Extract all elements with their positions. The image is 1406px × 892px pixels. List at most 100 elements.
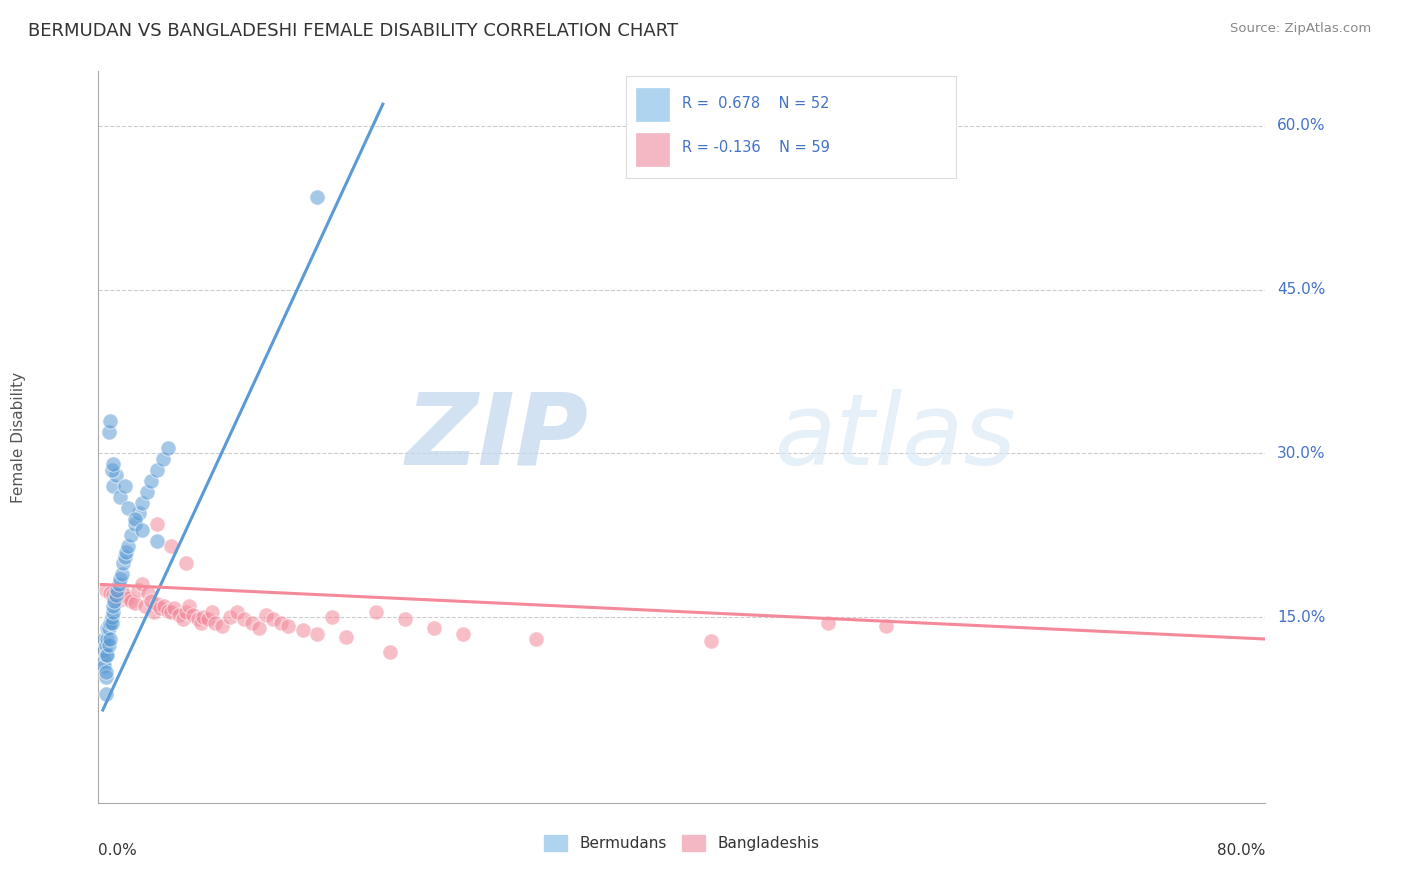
Point bbox=[524, 632, 547, 646]
Point bbox=[307, 626, 329, 640]
Point bbox=[131, 523, 153, 537]
Point bbox=[240, 615, 263, 630]
Point bbox=[817, 615, 839, 630]
Point bbox=[135, 484, 157, 499]
Point bbox=[134, 599, 156, 614]
Point bbox=[218, 610, 240, 624]
Point bbox=[157, 441, 180, 455]
Text: 30.0%: 30.0% bbox=[1277, 446, 1326, 461]
Point bbox=[124, 596, 146, 610]
Point bbox=[94, 648, 117, 663]
Point bbox=[174, 605, 197, 619]
Point bbox=[117, 539, 139, 553]
Point bbox=[115, 545, 138, 559]
Point bbox=[94, 582, 117, 597]
Point bbox=[96, 621, 118, 635]
Point bbox=[101, 605, 124, 619]
Point bbox=[98, 615, 121, 630]
Point bbox=[875, 619, 897, 633]
Point bbox=[277, 619, 299, 633]
Point bbox=[254, 607, 277, 622]
Point bbox=[139, 474, 162, 488]
Point bbox=[423, 621, 446, 635]
Point bbox=[97, 425, 120, 439]
Point bbox=[101, 588, 124, 602]
Point bbox=[451, 626, 474, 640]
Point bbox=[93, 659, 115, 673]
Point bbox=[114, 588, 136, 602]
Point bbox=[103, 594, 125, 608]
Point bbox=[104, 591, 127, 605]
Point bbox=[93, 632, 115, 646]
Point bbox=[131, 577, 153, 591]
Point bbox=[94, 670, 117, 684]
Point bbox=[98, 414, 121, 428]
Point bbox=[100, 610, 122, 624]
Point bbox=[112, 556, 135, 570]
Point bbox=[114, 479, 136, 493]
Text: R =  0.678    N = 52: R = 0.678 N = 52 bbox=[682, 96, 830, 111]
Point bbox=[146, 463, 169, 477]
Point bbox=[94, 687, 117, 701]
Legend: Bermudans, Bangladeshis: Bermudans, Bangladeshis bbox=[538, 830, 825, 857]
Point bbox=[181, 607, 204, 622]
Point bbox=[117, 501, 139, 516]
Point bbox=[262, 612, 284, 626]
Point bbox=[174, 556, 197, 570]
Point bbox=[193, 610, 215, 624]
FancyBboxPatch shape bbox=[636, 133, 669, 166]
Point bbox=[105, 582, 128, 597]
Point bbox=[197, 612, 219, 626]
Text: ZIP: ZIP bbox=[405, 389, 589, 485]
Point bbox=[190, 615, 212, 630]
Text: 80.0%: 80.0% bbox=[1218, 843, 1265, 858]
Text: R = -0.136    N = 59: R = -0.136 N = 59 bbox=[682, 140, 830, 155]
Point bbox=[152, 451, 174, 466]
Point bbox=[101, 479, 124, 493]
Point bbox=[700, 634, 723, 648]
Point bbox=[110, 490, 132, 504]
Point bbox=[167, 607, 190, 622]
Point bbox=[160, 605, 183, 619]
Point bbox=[94, 638, 117, 652]
Point bbox=[97, 638, 120, 652]
Point bbox=[111, 566, 134, 581]
Point bbox=[146, 533, 169, 548]
Text: Female Disability: Female Disability bbox=[11, 371, 25, 503]
Point bbox=[142, 605, 165, 619]
Point bbox=[93, 643, 115, 657]
Point bbox=[100, 615, 122, 630]
Point bbox=[335, 630, 357, 644]
Point bbox=[204, 615, 226, 630]
Point bbox=[211, 619, 233, 633]
Text: BERMUDAN VS BANGLADESHI FEMALE DISABILITY CORRELATION CHART: BERMUDAN VS BANGLADESHI FEMALE DISABILIT… bbox=[28, 22, 678, 40]
Point bbox=[120, 594, 142, 608]
Point bbox=[157, 604, 180, 618]
Point bbox=[94, 665, 117, 679]
Point bbox=[98, 586, 121, 600]
Point bbox=[131, 495, 153, 509]
Point bbox=[127, 582, 149, 597]
Point bbox=[108, 577, 131, 591]
Point bbox=[160, 539, 183, 553]
Point bbox=[321, 610, 343, 624]
Point bbox=[114, 550, 136, 565]
Point bbox=[104, 468, 127, 483]
Point bbox=[177, 599, 200, 614]
Point bbox=[270, 615, 292, 630]
Point bbox=[124, 517, 146, 532]
Point bbox=[139, 594, 162, 608]
Point bbox=[128, 507, 150, 521]
Point bbox=[101, 599, 124, 614]
Point bbox=[117, 591, 139, 605]
Point bbox=[93, 654, 115, 668]
Point bbox=[120, 528, 142, 542]
Point bbox=[394, 612, 416, 626]
Point bbox=[291, 624, 314, 638]
Text: 0.0%: 0.0% bbox=[98, 843, 138, 858]
Point bbox=[110, 572, 132, 586]
Point bbox=[307, 190, 329, 204]
Point bbox=[136, 586, 159, 600]
Point bbox=[100, 463, 122, 477]
Point bbox=[124, 512, 146, 526]
